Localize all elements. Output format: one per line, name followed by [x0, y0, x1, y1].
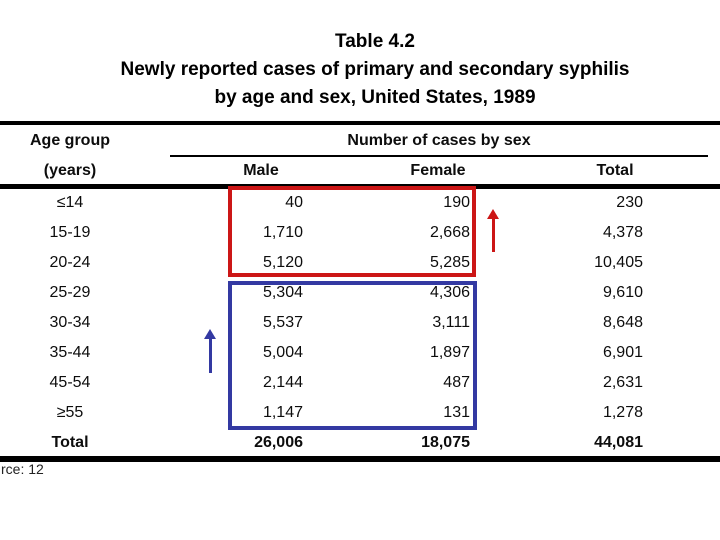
bottom-rule — [0, 456, 720, 462]
male-value-cell: 5,304 — [262, 284, 303, 301]
female-value-cell: 4,306 — [429, 284, 470, 301]
age-group-years-header: (years) — [43, 162, 97, 179]
female-value-cell: 131 — [443, 404, 470, 421]
red-highlight-box — [228, 186, 476, 277]
male-value-cell: 1,147 — [262, 404, 303, 421]
age-group-cell: 15-19 — [49, 224, 91, 241]
total-row-label: Total — [51, 434, 89, 451]
total-value-cell: 1,278 — [602, 404, 643, 421]
total-value-cell: 2,631 — [602, 374, 643, 391]
cases-by-sex-underline-rule — [170, 155, 708, 157]
grand-total-cell: 44,081 — [594, 434, 643, 451]
female-value-cell: 5,285 — [429, 254, 470, 271]
cases-by-sex-header: Number of cases by sex — [347, 132, 531, 149]
top-rule — [0, 121, 720, 125]
source-footnote: rce: 12 — [1, 461, 44, 477]
male-column-header: Male — [243, 162, 279, 179]
age-group-cell: ≥55 — [56, 404, 84, 421]
age-group-cell: 25-29 — [49, 284, 91, 301]
total-value-cell: 8,648 — [602, 314, 643, 331]
age-group-cell: 45-54 — [49, 374, 91, 391]
male-value-cell: 40 — [285, 194, 303, 211]
table-row: 35-44 5,004 1,897 6,901 — [0, 338, 720, 368]
age-group-header: Age group — [30, 132, 110, 149]
table-row: 20-24 5,120 5,285 10,405 — [0, 248, 720, 278]
table-title-line3: by age and sex, United States, 1989 — [214, 87, 536, 108]
female-value-cell: 190 — [443, 194, 470, 211]
table-row: 45-54 2,144 487 2,631 — [0, 368, 720, 398]
male-value-cell: 5,004 — [262, 344, 303, 361]
male-value-cell: 1,710 — [262, 224, 303, 241]
male-total-cell: 26,006 — [254, 434, 303, 451]
age-group-cell: 30-34 — [49, 314, 91, 331]
male-value-cell: 5,537 — [262, 314, 303, 331]
red-up-arrow-icon — [486, 209, 500, 252]
table-row: 25-29 5,304 4,306 9,610 — [0, 278, 720, 308]
female-total-cell: 18,075 — [421, 434, 470, 451]
total-value-cell: 6,901 — [602, 344, 643, 361]
female-value-cell: 3,111 — [432, 314, 470, 331]
total-value-cell: 9,610 — [602, 284, 643, 301]
table-title-line2: Newly reported cases of primary and seco… — [120, 59, 630, 80]
blue-highlight-box — [228, 281, 477, 430]
table-row: 30-34 5,537 3,111 8,648 — [0, 308, 720, 338]
male-value-cell: 2,144 — [262, 374, 303, 391]
blue-up-arrow-icon — [203, 329, 217, 373]
total-value-cell: 10,405 — [594, 254, 643, 271]
total-row: Total 26,006 18,075 44,081 — [0, 428, 720, 458]
male-value-cell: 5,120 — [262, 254, 303, 271]
table-row: ≥55 1,147 131 1,278 — [0, 398, 720, 428]
table-title-block: Table 4.2 Newly reported cases of primar… — [30, 28, 720, 112]
female-value-cell: 487 — [443, 374, 470, 391]
female-value-cell: 2,668 — [429, 224, 470, 241]
female-column-header: Female — [410, 162, 466, 179]
table-number-title: Table 4.2 — [335, 31, 415, 52]
age-group-cell: 20-24 — [49, 254, 91, 271]
table-row: ≤14 40 190 230 — [0, 188, 720, 218]
total-value-cell: 230 — [616, 194, 643, 211]
table-row: 15-19 1,710 2,668 4,378 — [0, 218, 720, 248]
female-value-cell: 1,897 — [429, 344, 470, 361]
total-column-header: Total — [596, 162, 634, 179]
age-group-cell: 35-44 — [49, 344, 91, 361]
age-group-cell: ≤14 — [56, 194, 84, 211]
total-value-cell: 4,378 — [602, 224, 643, 241]
